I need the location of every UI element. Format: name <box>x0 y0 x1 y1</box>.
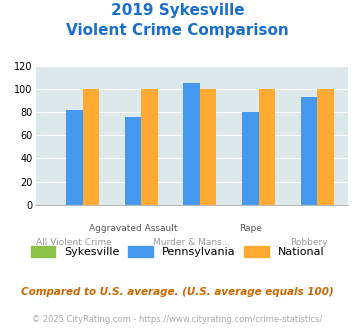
Bar <box>83 89 99 205</box>
Text: Rape: Rape <box>239 224 262 233</box>
Bar <box>141 89 158 205</box>
Legend: Sykesville, Pennsylvania, National: Sykesville, Pennsylvania, National <box>26 242 329 262</box>
Bar <box>301 97 317 205</box>
Text: All Violent Crime: All Violent Crime <box>37 238 112 247</box>
Text: Compared to U.S. average. (U.S. average equals 100): Compared to U.S. average. (U.S. average … <box>21 287 334 297</box>
Text: 2019 Sykesville: 2019 Sykesville <box>111 3 244 18</box>
Text: Violent Crime Comparison: Violent Crime Comparison <box>66 23 289 38</box>
Text: Murder & Mans...: Murder & Mans... <box>153 238 230 247</box>
Bar <box>125 117 141 205</box>
Text: Aggravated Assault: Aggravated Assault <box>89 224 177 233</box>
Text: © 2025 CityRating.com - https://www.cityrating.com/crime-statistics/: © 2025 CityRating.com - https://www.city… <box>32 315 323 324</box>
Bar <box>317 89 334 205</box>
Bar <box>184 83 200 205</box>
Bar <box>242 112 258 205</box>
Bar <box>66 110 83 205</box>
Bar <box>200 89 216 205</box>
Bar <box>258 89 275 205</box>
Text: Robbery: Robbery <box>290 238 328 247</box>
